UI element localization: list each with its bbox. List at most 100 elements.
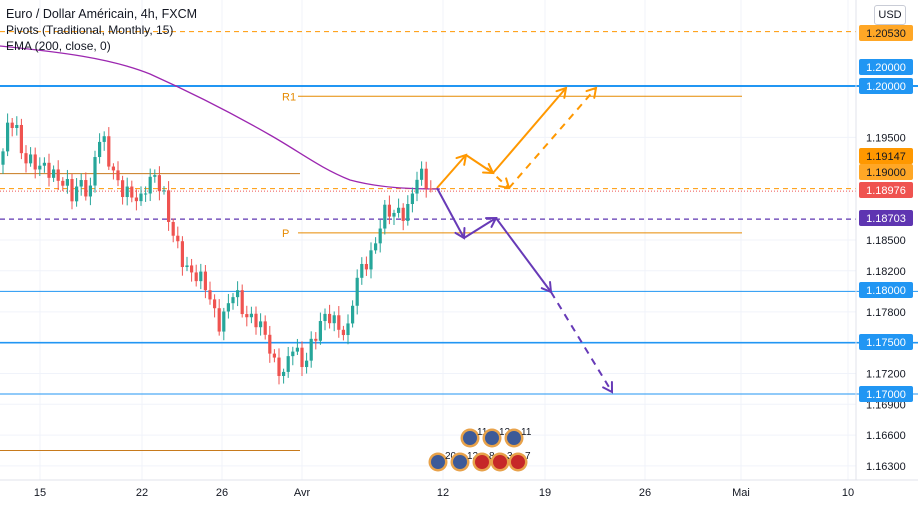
candle-body	[75, 186, 79, 202]
candle-body	[429, 188, 433, 190]
price-tick-label: 1.17800	[866, 307, 906, 319]
bullish-arrow-1	[436, 154, 467, 189]
event-upper-1-count: 12	[499, 427, 511, 438]
price-badge	[859, 78, 913, 94]
pivot-label-p: P	[282, 228, 289, 240]
candle-body	[167, 190, 171, 222]
event-upper-2-flag	[507, 431, 521, 445]
candle-body	[84, 180, 88, 197]
horizontal-levels[interactable]: R1 P	[0, 31, 918, 451]
price-tick-label: 1.16600	[866, 430, 906, 442]
event-lower-2-count: 8	[489, 451, 495, 462]
candle-body	[52, 169, 56, 178]
candle-body	[282, 371, 286, 377]
candle-body	[61, 180, 65, 186]
candle-body	[199, 271, 203, 282]
candle-body	[33, 154, 37, 170]
candle-body	[144, 193, 148, 195]
candle-body	[79, 180, 83, 187]
pivot-label-r1: R1	[282, 91, 296, 103]
price-tick-label: 1.17200	[866, 368, 906, 380]
chart-legend: Euro / Dollar Américain, 4h, FXCM Pivots…	[6, 6, 197, 54]
candle-body	[300, 347, 304, 368]
price-tick-label: 1.18200	[866, 266, 906, 278]
candle-body	[176, 235, 180, 242]
candle-body	[272, 353, 276, 358]
candle-body	[19, 124, 23, 154]
symbol-title: Euro / Dollar Américain, 4h, FXCM	[6, 7, 198, 21]
bearish-alt-arrow	[550, 291, 613, 393]
candle-body	[420, 168, 424, 180]
price-badge-label: 1.20530	[866, 28, 906, 40]
candle-body	[286, 356, 290, 372]
price-badge-label: 1.20000	[866, 81, 906, 93]
price-badge	[859, 148, 913, 164]
price-badge-label: 1.18703	[866, 213, 906, 225]
candle-body	[268, 334, 272, 354]
candle-body	[323, 313, 327, 322]
chart-grid	[0, 0, 856, 480]
candle-body	[249, 313, 253, 318]
scenario-arrows[interactable]	[436, 86, 614, 394]
time-tick-label: Avr	[294, 487, 311, 499]
candle-body	[236, 290, 240, 298]
ema-indicator-label[interactable]: EMA (200, close, 0)	[6, 39, 111, 53]
candle-body	[139, 193, 143, 202]
candle-body	[277, 357, 281, 377]
candle-body	[364, 263, 368, 270]
event-lower-1-flag	[453, 455, 467, 469]
candle-body	[93, 157, 97, 186]
candle-body	[190, 265, 194, 273]
price-badge	[859, 210, 913, 226]
currency-button[interactable]: USD	[874, 5, 906, 25]
bullish-arrow-3-head	[555, 86, 568, 99]
candle-body	[291, 351, 295, 357]
candle-body	[351, 305, 355, 324]
bullish-alt-arrow-1	[486, 167, 510, 189]
candle-body	[88, 185, 92, 197]
event-lower-0-count: 20	[445, 451, 457, 462]
economic-events[interactable]: 11 12 11 20 12 8 3 7	[428, 427, 532, 472]
pivots-indicator-label[interactable]: Pivots (Traditional, Monthly, 15)	[6, 23, 174, 37]
candle-body	[346, 323, 350, 336]
candle-body	[65, 179, 69, 186]
candle-body	[226, 303, 230, 312]
candle-body	[217, 308, 221, 332]
candle-body	[259, 321, 263, 328]
time-tick-label: 26	[216, 487, 228, 499]
candle-body	[369, 250, 373, 270]
event-upper-2-count: 11	[521, 427, 532, 438]
bullish-alt-arrow-2-head	[585, 86, 598, 99]
candle-body	[38, 165, 42, 170]
candle-body	[70, 179, 74, 202]
event-lower-2-flag	[475, 455, 489, 469]
candle-body	[341, 329, 345, 336]
candle-body	[309, 338, 313, 361]
candle-body	[157, 175, 161, 192]
candle-body	[424, 168, 428, 189]
event-upper-1-flag	[485, 431, 499, 445]
candle-body	[337, 315, 341, 330]
candle-body	[401, 207, 405, 221]
candle-body	[194, 272, 198, 282]
price-tick-label: 1.16900	[866, 399, 906, 411]
candle-body	[24, 153, 28, 164]
candle-body	[107, 136, 111, 167]
ema-200-line	[0, 45, 441, 190]
time-tick-label: 19	[539, 487, 551, 499]
candle-body	[415, 179, 419, 194]
candle-body	[332, 315, 336, 324]
price-badge	[859, 182, 913, 198]
candlesticks	[1, 113, 433, 385]
time-tick-label: 10	[842, 487, 854, 499]
event-lower-3-count: 3	[507, 451, 513, 462]
event-lower-3-flag	[493, 455, 507, 469]
candle-body	[130, 186, 134, 198]
candle-body	[383, 204, 387, 229]
candle-body	[15, 124, 19, 129]
price-badge-label: 1.17500	[866, 337, 906, 349]
time-axis[interactable]: 15 22 26 Avr 12 19 26 Mai 10	[0, 479, 918, 499]
bearish-arrow-2	[463, 217, 497, 239]
price-axis[interactable]: 1.19500 1.18500 1.18200 1.17800 1.17200 1.169…	[855, 0, 913, 480]
